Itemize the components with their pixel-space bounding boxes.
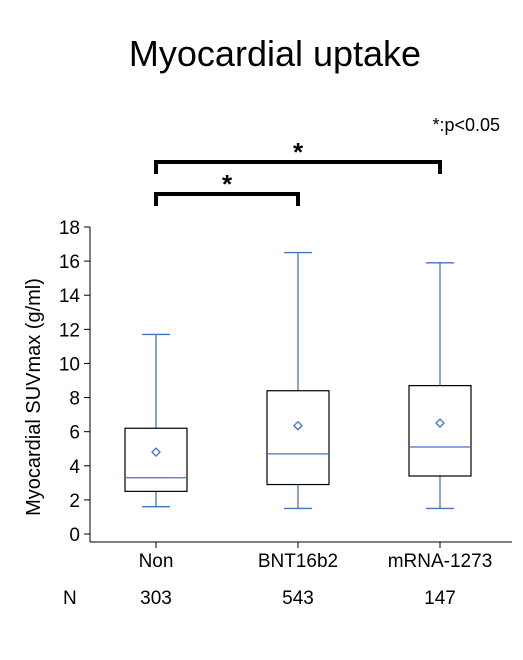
iqr-box <box>408 385 472 477</box>
n-values: 303 543 147 <box>140 588 456 609</box>
significance-brackets: ** <box>154 137 442 206</box>
y-tick-label: 4 <box>69 457 80 478</box>
box-Non <box>124 333 188 508</box>
y-tick-label: 14 <box>59 286 81 307</box>
y-tick-label: 18 <box>59 218 80 239</box>
mean-marker <box>151 447 161 458</box>
n-label: N <box>63 588 77 609</box>
significance-bracket <box>154 160 442 174</box>
box-BNT16b2 <box>266 251 330 510</box>
y-axis-label: Myocardial SUVmax (g/ml) <box>23 278 45 516</box>
significance-bracket <box>154 192 300 206</box>
significance-star: * <box>293 137 304 167</box>
y-tick-label: 10 <box>59 354 80 375</box>
n-value: 543 <box>282 588 314 609</box>
significance-star: * <box>222 169 233 199</box>
iqr-box <box>266 390 330 486</box>
y-tick-label: 2 <box>69 491 80 512</box>
y-tick-label: 6 <box>69 423 80 444</box>
x-tick-label: mRNA-1273 <box>388 551 493 572</box>
y-tick-label: 0 <box>69 525 80 546</box>
box-mRNA-1273 <box>408 262 472 510</box>
box-plots <box>124 251 472 510</box>
mean-marker <box>293 420 303 431</box>
iqr-box <box>124 427 188 492</box>
n-value: 147 <box>424 588 456 609</box>
y-tick-label: 8 <box>69 389 80 410</box>
x-tick-label: BNT16b2 <box>258 551 338 572</box>
n-value: 303 <box>140 588 172 609</box>
significance-note: *:p<0.05 <box>432 115 500 135</box>
x-tick-label: Non <box>139 551 174 572</box>
y-tick-label: 16 <box>59 252 80 273</box>
axes: 0 2 4 6 8 10 12 14 16 18 <box>59 218 512 548</box>
mean-marker <box>435 418 445 429</box>
chart-title: Myocardial uptake <box>129 33 421 74</box>
x-tick-labels: Non BNT16b2 mRNA-1273 <box>139 551 493 572</box>
y-tick-label: 12 <box>59 320 80 341</box>
